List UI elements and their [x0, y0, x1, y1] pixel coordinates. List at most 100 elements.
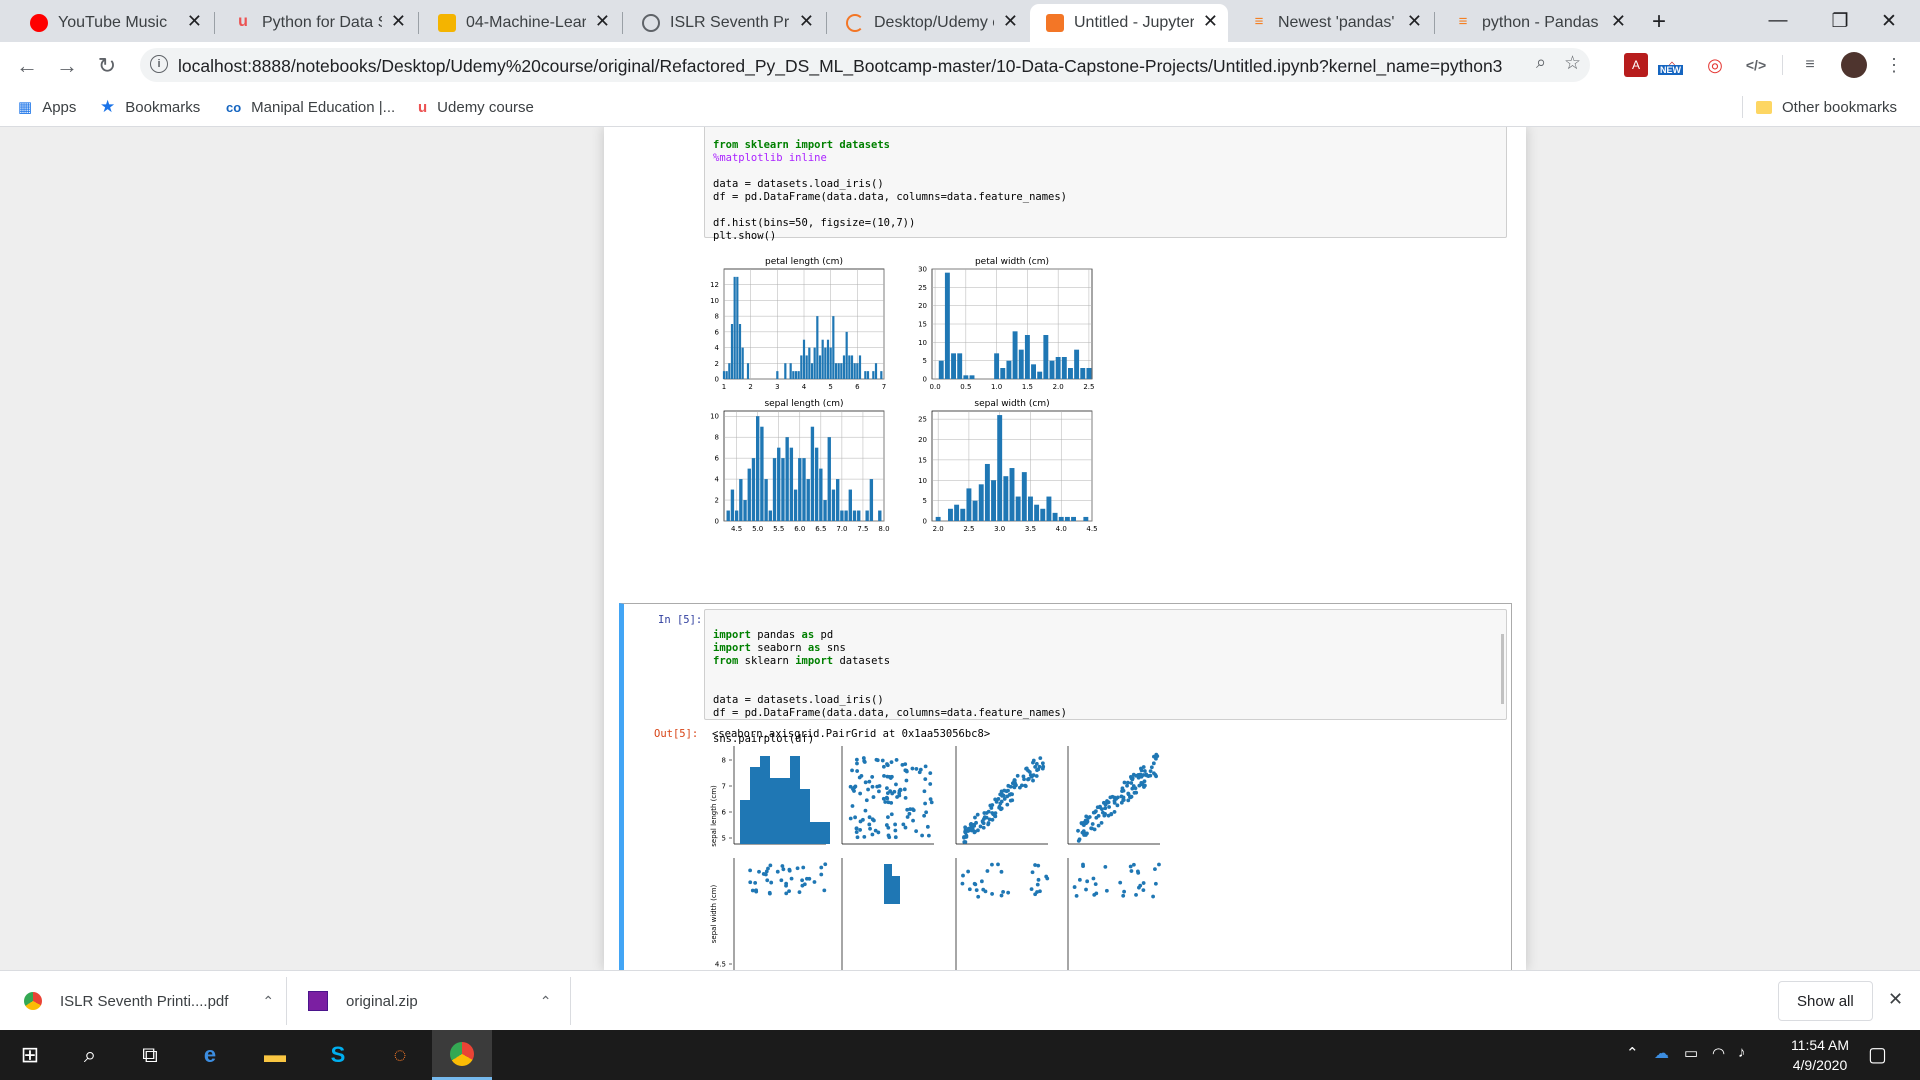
cell2-output-prompt: Out[5]:: [654, 728, 699, 740]
download-item-pdf[interactable]: ISLR Seventh Printi....pdf ⌃: [24, 971, 274, 1031]
close-downloads-icon[interactable]: ✕: [1888, 989, 1904, 1009]
histogram-bar: [794, 371, 798, 379]
forward-button[interactable]: →: [56, 53, 78, 78]
cell2-input-area[interactable]: import pandas as pd import seaborn as sn…: [704, 609, 1507, 745]
histogram-bar: [938, 360, 944, 379]
close-tab-icon[interactable]: ✕: [1202, 11, 1218, 31]
pdf-extension-icon[interactable]: A: [1624, 53, 1648, 77]
x-tick-label: 2.0: [933, 525, 944, 533]
volume-icon[interactable]: ♪: [1738, 1044, 1746, 1061]
code-line: sns.pairplot(df): [713, 733, 815, 745]
extension-swirl-icon[interactable]: ◎: [1707, 54, 1723, 75]
address-bar[interactable]: i localhost:8888/notebooks/Desktop/Udemy…: [140, 48, 1590, 82]
histogram-bar: [853, 363, 856, 379]
tab-desktop-udemy[interactable]: Desktop/Udemy c ✕: [830, 4, 1028, 42]
scatter-point: [769, 880, 774, 885]
bookmark-other-bookmarks[interactable]: Other bookmarks: [1756, 96, 1897, 118]
battery-icon[interactable]: ▭: [1684, 1045, 1699, 1062]
scatter-point: [848, 784, 853, 789]
bookmark-manipal[interactable]: co Manipal Education |...: [226, 96, 395, 118]
jupyter-taskbar-icon[interactable]: ◌: [393, 1042, 407, 1067]
extension-new-icon[interactable]: NEW ⌂: [1658, 53, 1684, 77]
tab-islr[interactable]: ISLR Seventh Print ✕: [626, 4, 824, 42]
profile-avatar[interactable]: [1841, 52, 1867, 78]
bookmark-bookmarks[interactable]: ★ Bookmarks: [100, 96, 200, 118]
close-tab-icon[interactable]: ✕: [594, 11, 610, 31]
histogram-bar: [960, 508, 966, 521]
x-tick-label: 0.0: [930, 383, 941, 391]
cell2-selected[interactable]: In [5]: import pandas as pd import seabo…: [619, 603, 1512, 970]
wifi-icon[interactable]: ◠: [1712, 1045, 1726, 1062]
scatter-point: [863, 808, 868, 813]
bookmark-udemy-course[interactable]: u Udemy course: [418, 96, 534, 118]
pairplot-hist-bar: [790, 756, 800, 844]
histogram-bar: [1055, 357, 1061, 379]
y-tick-label: 12: [710, 281, 719, 289]
download-item-zip[interactable]: original.zip ⌃: [308, 971, 551, 1031]
scatter-point: [929, 800, 934, 805]
histogram-bar: [730, 489, 735, 521]
histogram-bar: [1037, 371, 1043, 379]
notifications-icon[interactable]: ▢: [1868, 1044, 1887, 1066]
close-tab-icon[interactable]: ✕: [390, 11, 406, 31]
scatter-point: [1093, 882, 1098, 887]
close-tab-icon[interactable]: ✕: [1406, 11, 1422, 31]
tab-untitled-jupyter[interactable]: Untitled - Jupyter ✕: [1030, 4, 1228, 42]
system-clock[interactable]: 11:54 AM 4/9/2020: [1760, 1035, 1880, 1075]
minimize-button[interactable]: —: [1768, 10, 1788, 31]
scatter-point: [851, 787, 855, 792]
tray-chevron-icon[interactable]: ⌃: [1626, 1045, 1639, 1062]
zoom-icon[interactable]: ⌕: [1536, 52, 1547, 72]
info-icon[interactable]: i: [150, 55, 168, 73]
new-tab-button[interactable]: +: [1652, 8, 1667, 35]
scatter-point: [787, 867, 792, 872]
scatter-point: [1154, 756, 1158, 761]
search-icon[interactable]: ⌕: [83, 1042, 97, 1067]
scatter-point: [757, 869, 761, 874]
histogram-bar: [969, 375, 975, 379]
chrome-taskbar-icon[interactable]: [432, 1030, 492, 1080]
close-tab-icon[interactable]: ✕: [1610, 11, 1626, 31]
bookmark-apps[interactable]: ▦ Apps: [18, 96, 76, 118]
scatter-point: [924, 810, 929, 815]
close-window-button[interactable]: ✕: [1881, 10, 1897, 32]
chrome-menu-icon[interactable]: ⋮: [1885, 54, 1903, 75]
tab-newest-pandas[interactable]: ≡ Newest 'pandas' Q ✕: [1234, 4, 1432, 42]
x-tick-label: 1.0: [991, 383, 1002, 391]
back-button[interactable]: ←: [16, 53, 38, 78]
media-control-icon[interactable]: ≡: [1805, 56, 1815, 73]
close-tab-icon[interactable]: ✕: [186, 11, 202, 31]
close-tab-icon[interactable]: ✕: [798, 11, 814, 31]
histogram-bar: [869, 479, 874, 521]
chevron-up-icon[interactable]: ⌃: [262, 992, 275, 1009]
bookmark-label: Bookmarks: [125, 98, 201, 116]
tab-python-pandas[interactable]: ≡ python - Pandas D ✕: [1438, 4, 1636, 42]
clock-time: 11:54 AM: [1790, 1037, 1850, 1053]
histogram-bar: [734, 510, 739, 521]
scatter-point: [993, 797, 998, 802]
udemy-icon: u: [418, 98, 428, 116]
scatter-point: [884, 795, 889, 800]
scatter-point: [1000, 793, 1005, 798]
task-view-icon[interactable]: ⧉: [142, 1042, 158, 1067]
scatter-point: [850, 768, 854, 773]
histogram-bar: [1040, 508, 1046, 521]
scatter-point: [859, 774, 864, 778]
tab-youtube-music[interactable]: YouTube Music ✕: [14, 4, 212, 42]
close-tab-icon[interactable]: ✕: [1002, 11, 1018, 31]
chevron-up-icon[interactable]: ⌃: [539, 992, 552, 1009]
skype-icon[interactable]: S: [330, 1042, 346, 1067]
show-all-button[interactable]: Show all: [1778, 981, 1873, 1021]
cell1-input-area[interactable]: from sklearn import datasets %matplotlib…: [704, 127, 1507, 242]
file-explorer-icon[interactable]: ▬: [264, 1042, 286, 1067]
tab-python-data-science[interactable]: u Python for Data Sc ✕: [218, 4, 416, 42]
bookmark-star-icon[interactable]: ☆: [1564, 53, 1582, 74]
restore-button[interactable]: ❐: [1831, 10, 1849, 32]
edge-icon[interactable]: e: [203, 1042, 217, 1067]
tab-machine-learning[interactable]: 04-Machine-Learn ✕: [422, 4, 620, 42]
onedrive-icon[interactable]: ☁: [1654, 1045, 1669, 1062]
code-scrollbar[interactable]: [1501, 634, 1504, 704]
reload-button[interactable]: ↻: [97, 53, 117, 78]
windows-start-icon[interactable]: ⊞: [20, 1042, 40, 1067]
devtools-extension-icon[interactable]: </>: [1745, 57, 1767, 73]
